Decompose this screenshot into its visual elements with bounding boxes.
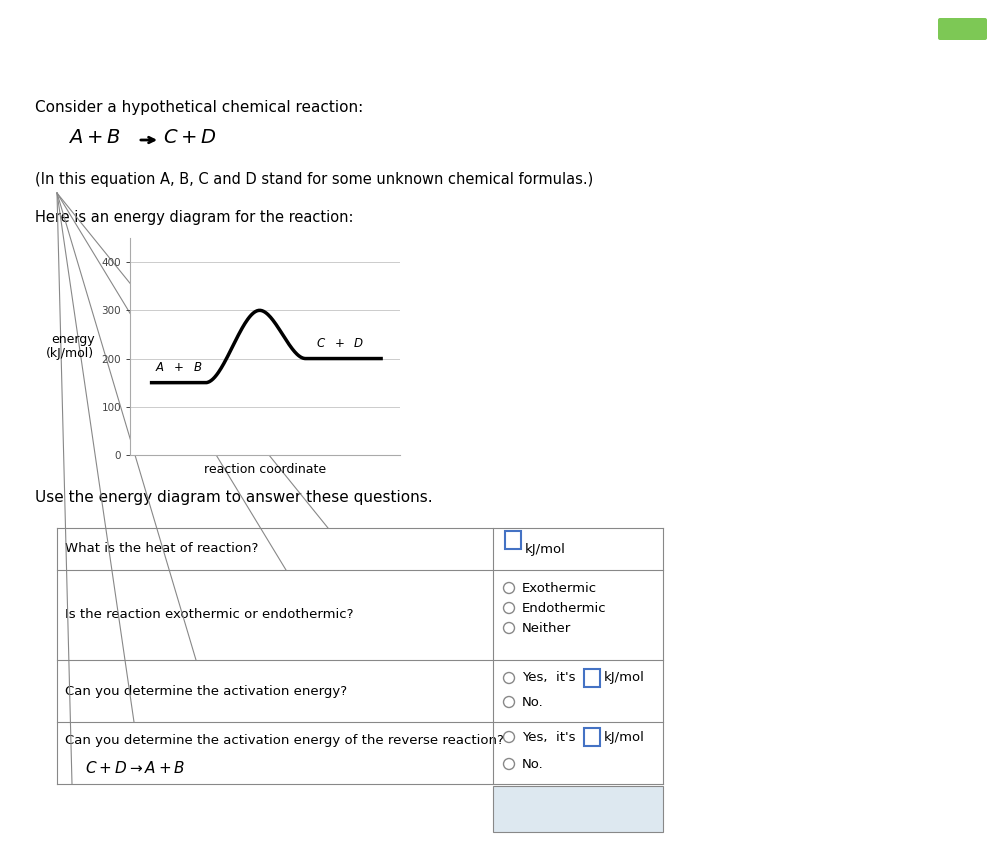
- Bar: [583, 728, 599, 746]
- Text: $A+B$: $A+B$: [68, 128, 120, 147]
- Text: Can you determine the activation energy?: Can you determine the activation energy?: [65, 685, 347, 698]
- Text: Here is an energy diagram for the reaction:: Here is an energy diagram for the reacti…: [35, 210, 353, 225]
- Text: No.: No.: [522, 758, 543, 770]
- Text: Consider a hypothetical chemical reaction:: Consider a hypothetical chemical reactio…: [35, 100, 363, 115]
- Text: Yes,  it's: Yes, it's: [522, 671, 575, 685]
- Text: kJ/mol: kJ/mol: [525, 543, 566, 556]
- Bar: [505, 531, 521, 549]
- Y-axis label: energy
(kJ/mol): energy (kJ/mol): [47, 332, 94, 360]
- Text: Can you determine the activation energy of the reverse reaction?: Can you determine the activation energy …: [65, 734, 503, 747]
- Text: Interpreting a reaction energy diagram: Interpreting a reaction energy diagram: [75, 28, 413, 44]
- Text: Is the reaction exothermic or endothermic?: Is the reaction exothermic or endothermi…: [65, 609, 353, 621]
- Text: ×: ×: [550, 800, 565, 818]
- Text: Yes,  it's: Yes, it's: [522, 730, 575, 744]
- Text: kJ/mol: kJ/mol: [603, 730, 644, 744]
- Text: v: v: [19, 68, 30, 86]
- Bar: [18, 37, 38, 42]
- Text: $C+D$: $C+D$: [163, 128, 217, 147]
- Bar: [583, 669, 599, 687]
- FancyBboxPatch shape: [937, 18, 986, 40]
- Text: Endothermic: Endothermic: [522, 602, 606, 615]
- Text: kJ/mol: kJ/mol: [603, 671, 644, 685]
- Bar: [18, 17, 38, 22]
- Text: $A\ \ +\ \ B$: $A\ \ +\ \ B$: [155, 361, 202, 374]
- Bar: [18, 27, 38, 32]
- Text: What is the heat of reaction?: What is the heat of reaction?: [65, 543, 258, 556]
- Text: (In this equation A, B, C and D stand for some unknown chemical formulas.): (In this equation A, B, C and D stand fo…: [35, 172, 592, 187]
- Text: Neither: Neither: [522, 621, 571, 634]
- Text: Advanced General Chemistry: Advanced General Chemistry: [75, 8, 248, 21]
- Bar: [492, 786, 662, 832]
- Text: ↺: ↺: [607, 800, 622, 818]
- Text: Use the energy diagram to answer these questions.: Use the energy diagram to answer these q…: [35, 490, 432, 505]
- Text: Exothermic: Exothermic: [522, 581, 596, 595]
- X-axis label: reaction coordinate: reaction coordinate: [204, 463, 326, 476]
- Text: $C\ \ +\ \ D$: $C\ \ +\ \ D$: [316, 337, 365, 350]
- Text: $C+D\rightarrow A+B$: $C+D\rightarrow A+B$: [84, 760, 185, 776]
- Text: No.: No.: [522, 695, 543, 709]
